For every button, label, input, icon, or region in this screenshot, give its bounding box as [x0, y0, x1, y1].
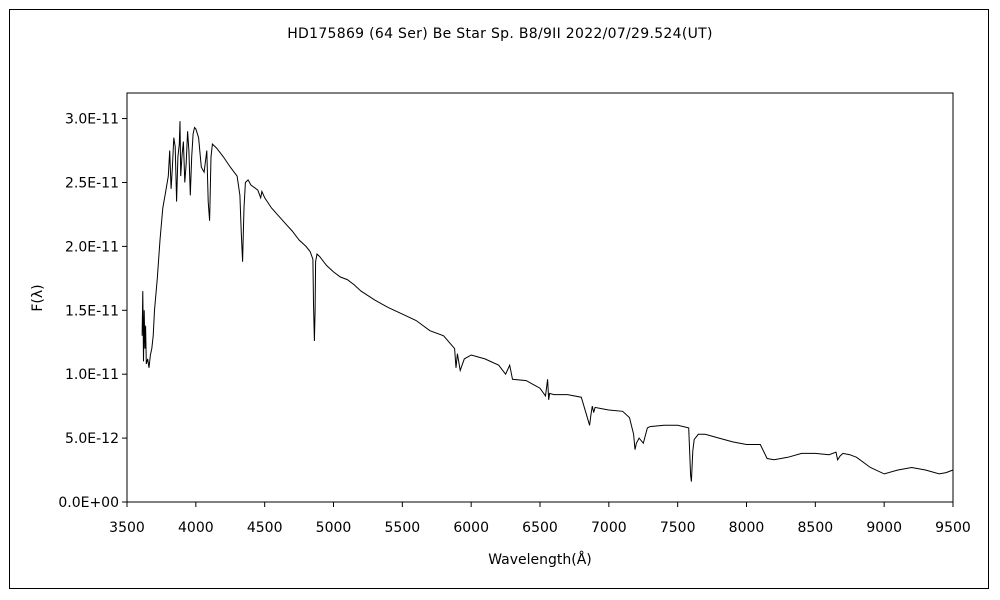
y-tick-label: 0.0E+00	[58, 495, 119, 511]
y-tick-label: 2.5E-11	[65, 175, 119, 191]
x-tick-label: 7000	[591, 520, 627, 536]
x-tick-label: 5500	[385, 520, 421, 536]
x-tick-label: 6500	[522, 520, 558, 536]
y-tick-label: 1.0E-11	[65, 367, 119, 383]
y-tick-label: 3.0E-11	[65, 112, 119, 128]
x-axis-label: Wavelength(Å)	[488, 551, 592, 568]
spectrum-series-line	[141, 121, 954, 482]
x-tick-label: 8000	[729, 520, 765, 536]
x-tick-label: 6000	[453, 520, 489, 536]
x-tick-label: 7500	[660, 520, 696, 536]
x-tick-label: 4500	[247, 520, 283, 536]
x-tick-label: 3500	[109, 520, 145, 536]
x-tick-label: 8500	[798, 520, 834, 536]
chart-title: HD175869 (64 Ser) Be Star Sp. B8/9II 202…	[287, 26, 713, 42]
y-tick-label: 5.0E-12	[65, 431, 119, 447]
x-axis: 3500 4000 4500 5000 5500 6000 6500 7000 7500 8000…	[109, 502, 971, 536]
x-tick-label: 5000	[316, 520, 352, 536]
y-tick-label: 2.0E-11	[65, 239, 119, 255]
plot-area	[126, 92, 954, 503]
x-tick-label: 9500	[935, 520, 971, 536]
y-axis: 0.0E+00 5.0E-12 1.0E-11 1.5E-11 2.0E-11 2.5E-…	[58, 112, 127, 511]
x-tick-label: 9000	[866, 520, 902, 536]
y-tick-label: 1.5E-11	[65, 303, 119, 319]
y-axis-label: F(λ)	[30, 284, 46, 311]
x-tick-label: 4000	[178, 520, 214, 536]
